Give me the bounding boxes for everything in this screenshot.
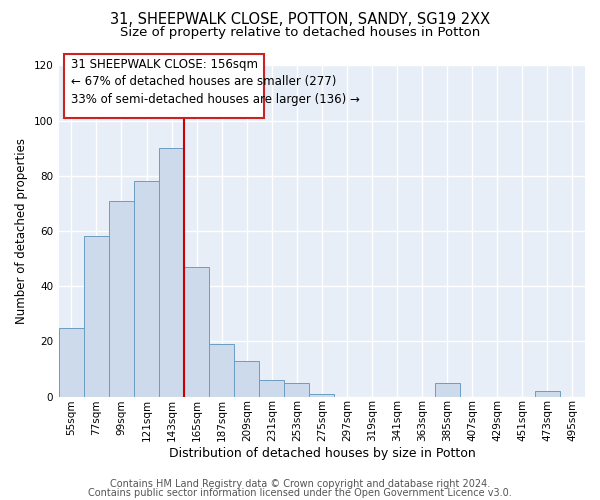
Bar bbox=[234, 360, 259, 396]
Bar bbox=[109, 200, 134, 396]
X-axis label: Distribution of detached houses by size in Potton: Distribution of detached houses by size … bbox=[169, 447, 475, 460]
Text: Size of property relative to detached houses in Potton: Size of property relative to detached ho… bbox=[120, 26, 480, 39]
Text: Contains public sector information licensed under the Open Government Licence v3: Contains public sector information licen… bbox=[88, 488, 512, 498]
Bar bbox=[134, 182, 159, 396]
Bar bbox=[209, 344, 234, 397]
Text: 31, SHEEPWALK CLOSE, POTTON, SANDY, SG19 2XX: 31, SHEEPWALK CLOSE, POTTON, SANDY, SG19… bbox=[110, 12, 490, 28]
Bar bbox=[159, 148, 184, 396]
Bar bbox=[59, 328, 84, 396]
Bar bbox=[259, 380, 284, 396]
Bar bbox=[64, 54, 265, 118]
Y-axis label: Number of detached properties: Number of detached properties bbox=[15, 138, 28, 324]
Text: 31 SHEEPWALK CLOSE: 156sqm: 31 SHEEPWALK CLOSE: 156sqm bbox=[71, 58, 259, 71]
Bar bbox=[310, 394, 334, 396]
Text: 33% of semi-detached houses are larger (136) →: 33% of semi-detached houses are larger (… bbox=[71, 93, 360, 106]
Text: Contains HM Land Registry data © Crown copyright and database right 2024.: Contains HM Land Registry data © Crown c… bbox=[110, 479, 490, 489]
Bar bbox=[84, 236, 109, 396]
Bar bbox=[284, 382, 310, 396]
Bar bbox=[184, 267, 209, 396]
Bar bbox=[535, 391, 560, 396]
Text: ← 67% of detached houses are smaller (277): ← 67% of detached houses are smaller (27… bbox=[71, 75, 337, 88]
Bar bbox=[434, 382, 460, 396]
